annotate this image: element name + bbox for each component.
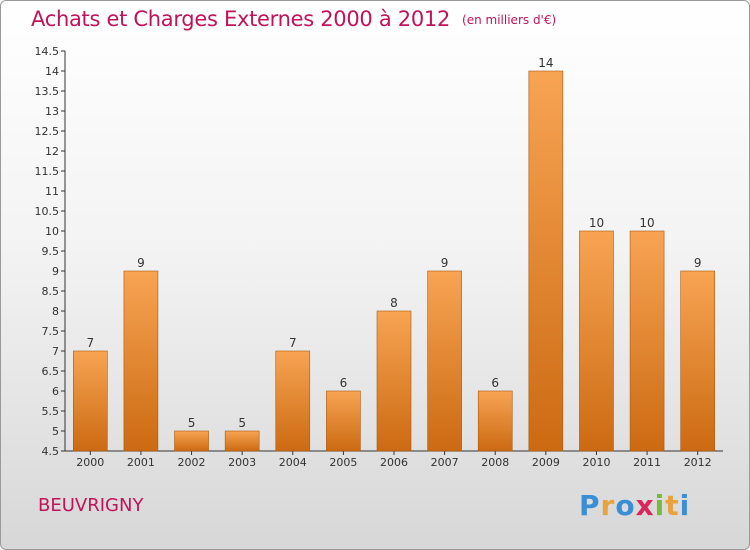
y-tick-label: 5.5 <box>42 405 60 418</box>
y-tick: 8.5 <box>42 285 65 298</box>
x-tick-label: 2011 <box>633 456 661 469</box>
place-name: BEUVRIGNY <box>38 495 144 516</box>
logo-letter-5: t <box>665 489 680 522</box>
y-tick: 5 <box>52 425 65 438</box>
y-tick-label: 5 <box>52 425 59 438</box>
y-tick-label: 11 <box>45 185 59 198</box>
y-tick-label: 12 <box>45 145 59 158</box>
y-tick: 5.5 <box>42 405 65 418</box>
bar-2004 <box>275 350 311 452</box>
y-tick-label: 4.5 <box>42 445 60 458</box>
data-label: 5 <box>238 416 246 430</box>
chart-axes: 4.5 5 5.5 6 6.5 7 7.5 8 8.5 9 9.5 10 10.5 11 11.5 12 12.… <box>35 45 723 469</box>
data-label: 9 <box>694 256 702 270</box>
data-label: 10 <box>589 216 604 230</box>
data-label: 7 <box>289 336 297 350</box>
y-tick-label: 7.5 <box>42 325 60 338</box>
x-tick-label: 2005 <box>329 456 357 469</box>
y-tick: 10.5 <box>35 205 65 218</box>
y-tick: 13.5 <box>35 85 65 98</box>
logo-letter-6: i <box>679 489 691 522</box>
y-tick: 7.5 <box>42 325 65 338</box>
chart-title-text: Achats et Charges Externes 2000 à 2012 <box>31 7 451 31</box>
y-tick: 6 <box>52 385 65 398</box>
x-tick-label: 2002 <box>178 456 206 469</box>
y-tick: 9 <box>52 265 65 278</box>
y-tick: 10 <box>45 225 65 238</box>
x-tick-label: 2010 <box>582 456 610 469</box>
bars-group <box>73 70 715 452</box>
x-tick-label: 2008 <box>481 456 509 469</box>
y-tick: 11 <box>45 185 65 198</box>
y-tick: 7 <box>52 345 65 358</box>
bar-2012 <box>680 270 715 452</box>
logo-letter-3: x <box>635 489 655 522</box>
y-tick-label: 6.5 <box>42 365 60 378</box>
data-label: 6 <box>491 376 499 390</box>
y-tick-label: 8.5 <box>42 285 60 298</box>
y-tick-label: 13.5 <box>35 85 60 98</box>
data-label: 14 <box>538 56 553 70</box>
data-label: 9 <box>137 256 145 270</box>
y-tick: 6.5 <box>42 365 65 378</box>
x-tick-label: 2004 <box>279 456 307 469</box>
x-tick-label: 2000 <box>76 456 104 469</box>
logo-letter-1: r <box>600 489 616 522</box>
bar-2007 <box>427 270 462 452</box>
bar-2003 <box>224 430 260 452</box>
y-tick-label: 11.5 <box>35 165 60 178</box>
logo-letter-4: i <box>654 489 666 522</box>
proxiti-logo: Proxiti <box>579 489 690 522</box>
bar-2011 <box>629 230 665 452</box>
y-tick: 14.5 <box>35 45 65 58</box>
y-tick-label: 13 <box>45 105 59 118</box>
y-tick-label: 14 <box>45 65 59 78</box>
y-tick-label: 14.5 <box>35 45 60 58</box>
y-tick-label: 12.5 <box>35 125 60 138</box>
bar-2008 <box>477 390 513 452</box>
y-tick: 9.5 <box>42 245 65 258</box>
data-label: 5 <box>188 416 196 430</box>
y-tick-label: 8 <box>52 305 59 318</box>
y-tick: 14 <box>45 65 65 78</box>
x-tick-label: 2009 <box>532 456 560 469</box>
bar-2002 <box>174 430 209 452</box>
bar-2009 <box>528 70 564 452</box>
y-tick: 12.5 <box>35 125 65 138</box>
x-tick-label: 2007 <box>431 456 459 469</box>
data-label: 8 <box>390 296 398 310</box>
y-tick-label: 10.5 <box>35 205 60 218</box>
x-tick-label: 2003 <box>228 456 256 469</box>
y-tick: 12 <box>45 145 65 158</box>
x-tick-label: 2012 <box>684 456 712 469</box>
data-labels-group: 7 9 5 5 7 6 8 9 6 14 10 10 9 <box>86 56 701 430</box>
data-label: 9 <box>441 256 449 270</box>
chart-title: Achats et Charges Externes 2000 à 2012 (e… <box>31 7 556 31</box>
bar-2000 <box>73 350 108 452</box>
y-tick-label: 10 <box>45 225 59 238</box>
bar-2006 <box>376 310 412 452</box>
logo-letter-2: o <box>615 489 636 522</box>
y-tick-label: 6 <box>52 385 59 398</box>
y-tick-label: 7 <box>52 345 59 358</box>
data-label: 10 <box>639 216 654 230</box>
y-tick-label: 9 <box>52 265 59 278</box>
y-tick: 11.5 <box>35 165 65 178</box>
x-tick-label: 2006 <box>380 456 408 469</box>
y-tick: 13 <box>45 105 65 118</box>
bar-2001 <box>123 270 159 452</box>
logo-letter-0: P <box>579 489 601 522</box>
y-tick: 8 <box>52 305 65 318</box>
y-tick: 4.5 <box>42 445 65 458</box>
data-label: 7 <box>86 336 94 350</box>
chart-unit: (en milliers d'€) <box>462 13 557 27</box>
data-label: 6 <box>340 376 348 390</box>
bar-2010 <box>579 230 614 452</box>
y-tick-label: 9.5 <box>42 245 60 258</box>
x-tick-label: 2001 <box>127 456 155 469</box>
bar-2005 <box>326 390 361 452</box>
